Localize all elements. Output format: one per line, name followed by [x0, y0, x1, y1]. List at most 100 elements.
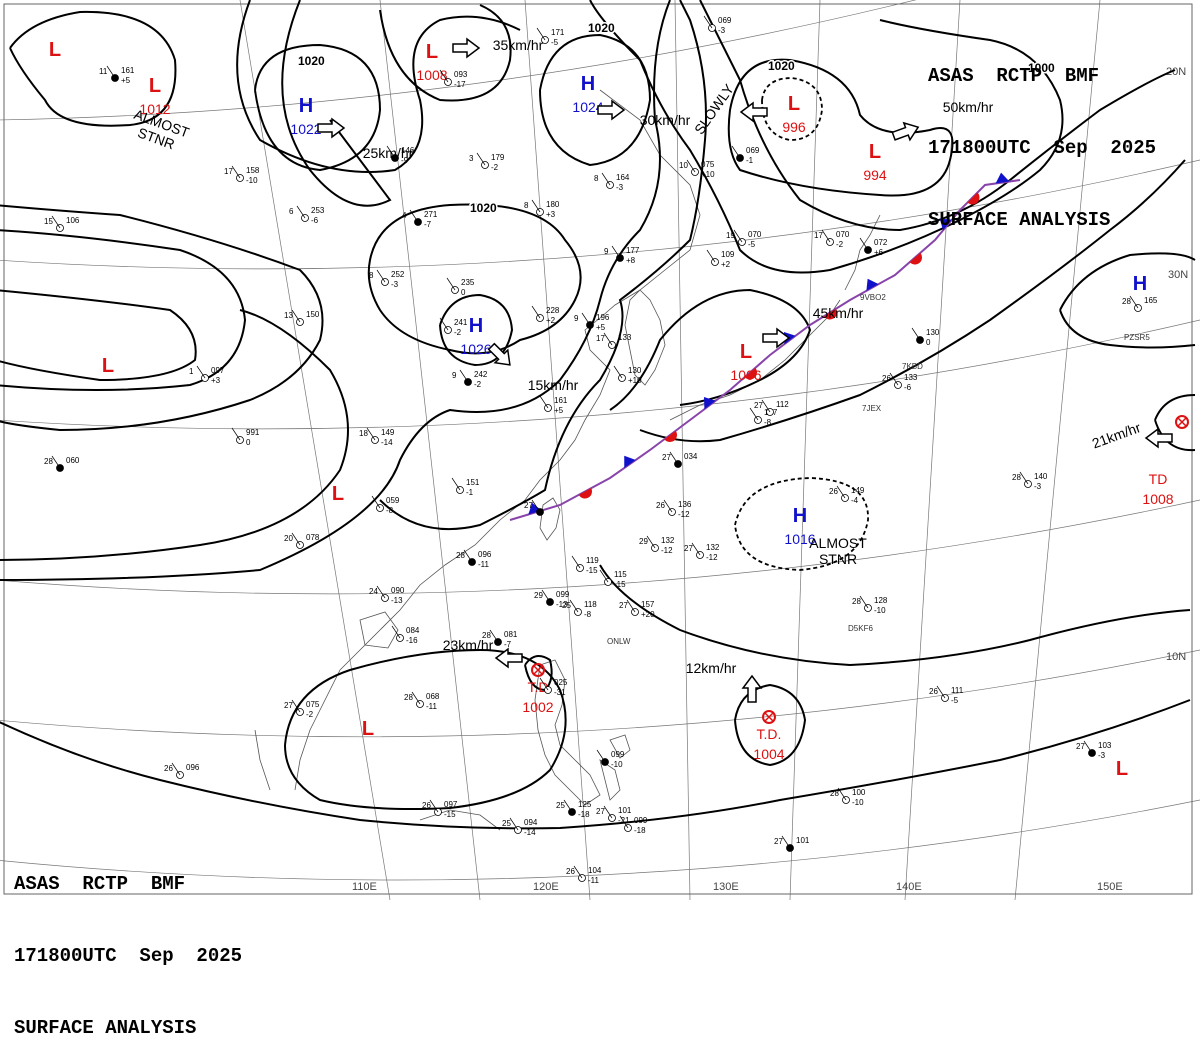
- system-symbol: L: [102, 355, 114, 377]
- low-pressure-center: L: [49, 39, 61, 61]
- warm-front-semicircle: [909, 252, 922, 265]
- system-pressure: 1006: [730, 367, 761, 383]
- station-tendency: -6: [904, 383, 912, 392]
- station-plot: 26 136-12: [656, 499, 692, 519]
- system-pressure: 994: [863, 167, 887, 183]
- station-tendency: -10: [246, 176, 258, 185]
- station-tendency: +5: [554, 406, 564, 415]
- station-pressure: 112: [776, 400, 789, 409]
- station-tendency: +3: [546, 210, 556, 219]
- motion-label: 30km/hr: [640, 112, 691, 128]
- station-tendency: -2: [836, 240, 844, 249]
- station-temp: 28: [1122, 297, 1131, 306]
- station-tendency: -18: [578, 810, 590, 819]
- station-plot: 9 177+8: [604, 245, 640, 265]
- station-tendency: -14: [381, 438, 393, 447]
- station-plot: 28 060: [44, 455, 80, 472]
- isobar-dashed: [734, 477, 869, 571]
- motion-label: 25km/hr: [363, 145, 414, 161]
- cold-front-triangle: [939, 218, 952, 231]
- lat-label: 20N: [1166, 66, 1186, 78]
- station-tendency: -1: [746, 156, 754, 165]
- motion-label: 23km/hr: [443, 637, 494, 653]
- station-temp: 26: [164, 764, 173, 773]
- station-temp: 27: [1076, 742, 1085, 751]
- station-tendency: -5: [748, 240, 756, 249]
- system-symbol: L: [426, 41, 438, 63]
- station-pressure: 101: [618, 806, 632, 815]
- station-pressure: 115: [614, 570, 627, 579]
- motion-label: 12km/hr: [686, 660, 737, 676]
- station-temp: 27: [684, 544, 693, 553]
- station-pressure: 101: [796, 836, 810, 845]
- station-pressure: 235: [461, 278, 475, 287]
- ship-id: 9VBO2: [860, 293, 886, 302]
- motion-arrow: [739, 101, 768, 123]
- isobar-label: 1000: [1028, 61, 1055, 75]
- motion-text: STNR: [819, 551, 857, 567]
- station-temp: 20: [284, 534, 293, 543]
- station-plot: 27 112: [754, 399, 789, 416]
- motion-text: 12km/hr: [686, 660, 737, 676]
- high-pressure-center: H 1016: [784, 505, 815, 547]
- station-temp: 1: [189, 367, 194, 376]
- station-pressure: 109: [721, 250, 735, 259]
- station-plot: 059-8: [371, 495, 400, 515]
- warm-front-semicircle: [824, 308, 838, 320]
- station-temp: 26: [929, 687, 938, 696]
- isobar: [254, 43, 382, 172]
- station-pressure: 228: [546, 306, 560, 315]
- station-pressure: 111: [951, 686, 964, 695]
- station-plot: 27 034: [662, 451, 698, 468]
- station-temp: 28: [44, 457, 53, 466]
- lon-label: 130E: [713, 881, 739, 893]
- station-plot: 28 165: [1122, 295, 1158, 312]
- station-pressure: 146: [401, 146, 415, 155]
- motion-arrow: [1144, 427, 1173, 449]
- station-temp: 27: [754, 401, 763, 410]
- station-pressure: 171: [551, 28, 565, 37]
- station-pressure: 161: [121, 66, 135, 75]
- low-pressure-center: L 996: [782, 93, 806, 135]
- station-plot: 8 164-3: [594, 172, 630, 192]
- station-pressure: 060: [66, 456, 80, 465]
- station-plot: 171-5: [536, 27, 565, 47]
- station-tendency: -2: [491, 163, 499, 172]
- station-pressure: 180: [546, 200, 560, 209]
- station-temp: 11: [99, 67, 108, 76]
- station-pressure: 103: [1098, 741, 1112, 750]
- system-pressure: 1012: [139, 101, 170, 117]
- station-plot: 25 118-8: [562, 599, 597, 619]
- station-pressure: 099: [611, 750, 625, 759]
- station-temp: 27: [774, 837, 783, 846]
- isobar-label: 1020: [470, 201, 497, 215]
- station-temp: 28: [1012, 473, 1021, 482]
- station-tendency: +8: [626, 256, 636, 265]
- station-plot: 27 103-3: [1076, 740, 1112, 760]
- station-temp: 9: [574, 314, 579, 323]
- station-temp: 26: [566, 867, 575, 876]
- station-plot: 27 101: [774, 835, 810, 852]
- station-temp: 10: [679, 161, 688, 170]
- station-plot: 151-1: [451, 477, 480, 497]
- station-pressure: 132: [706, 543, 720, 552]
- station-tendency: 0: [246, 438, 251, 447]
- isobar: [379, 4, 512, 102]
- station-plot: 241-2: [439, 317, 468, 337]
- isobar: [0, 229, 247, 391]
- motion-text: 50km/hr: [943, 99, 994, 115]
- motion-text: ALMOST: [809, 535, 867, 551]
- warm-front-semicircle: [578, 488, 592, 499]
- station-pressure: 271: [424, 210, 438, 219]
- station-tendency: -2: [474, 380, 482, 389]
- motion-arrow: [597, 99, 626, 121]
- motion-arrow: [452, 37, 481, 59]
- station-plot: 069-1: [731, 145, 760, 165]
- station-temp: 29: [639, 537, 648, 546]
- station-pressure: 070: [836, 230, 850, 239]
- cold-front-triangle: [995, 172, 1010, 184]
- station-plot: 28 140-3: [1012, 471, 1048, 491]
